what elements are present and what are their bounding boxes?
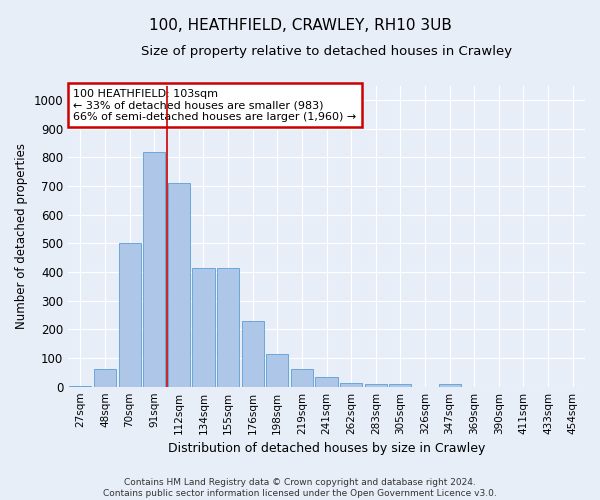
Bar [242, 320, 264, 386]
Bar [168, 183, 190, 386]
Bar [365, 384, 387, 386]
Text: 100 HEATHFIELD: 103sqm
← 33% of detached houses are smaller (983)
66% of semi-de: 100 HEATHFIELD: 103sqm ← 33% of detached… [73, 88, 356, 122]
X-axis label: Distribution of detached houses by size in Crawley: Distribution of detached houses by size … [168, 442, 485, 455]
Bar [193, 268, 215, 386]
Bar [439, 384, 461, 386]
Text: 100, HEATHFIELD, CRAWLEY, RH10 3UB: 100, HEATHFIELD, CRAWLEY, RH10 3UB [149, 18, 451, 32]
Bar [340, 383, 362, 386]
Bar [143, 152, 165, 386]
Bar [316, 376, 338, 386]
Y-axis label: Number of detached properties: Number of detached properties [15, 143, 28, 329]
Bar [94, 369, 116, 386]
Text: Contains HM Land Registry data © Crown copyright and database right 2024.
Contai: Contains HM Land Registry data © Crown c… [103, 478, 497, 498]
Bar [217, 268, 239, 386]
Bar [291, 369, 313, 386]
Bar [389, 384, 412, 386]
Bar [266, 354, 289, 386]
Bar [119, 244, 140, 386]
Title: Size of property relative to detached houses in Crawley: Size of property relative to detached ho… [141, 45, 512, 58]
